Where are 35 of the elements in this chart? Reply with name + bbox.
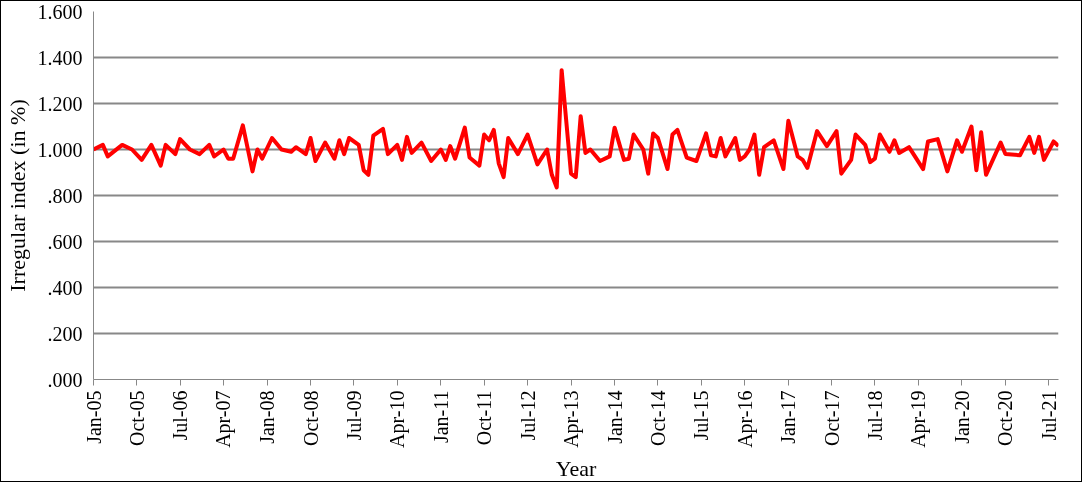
line-series [93, 68, 1059, 190]
x-tick-label: Jan-14 [603, 390, 626, 444]
y-tick-label: 1.600 [37, 0, 83, 23]
y-tick-label: .200 [47, 322, 83, 345]
x-tick-label: Jul-09 [342, 390, 365, 441]
y-tick-label: .000 [47, 368, 83, 391]
y-tick-label: .600 [47, 230, 83, 253]
x-tick-label: Jan-08 [256, 390, 279, 444]
x-tick-label: Oct-11 [473, 390, 496, 446]
y-tick-label: 1.000 [37, 138, 83, 161]
y-tick-label: 1.400 [37, 46, 83, 69]
x-tick-label: Oct-08 [299, 390, 322, 447]
x-tick-label: Jan-11 [429, 390, 452, 444]
x-tick-label: Jul-21 [1037, 390, 1060, 441]
x-tick-label: Apr-13 [560, 390, 584, 448]
y-tick-label: 1.200 [37, 92, 83, 115]
x-tick-label: Apr-16 [733, 390, 757, 448]
x-tick-label: Jul-18 [863, 390, 886, 441]
y-tick-label: .800 [47, 184, 83, 207]
x-tick-label: Jul-06 [169, 390, 192, 441]
x-axis-title: Year [555, 455, 597, 481]
x-tick-label: Jul-12 [516, 390, 539, 441]
x-tick-label: Apr-19 [907, 390, 931, 448]
x-tick-label: Jul-15 [690, 390, 713, 441]
x-tick-label: Jan-17 [777, 390, 800, 444]
x-tick-label: Oct-14 [646, 390, 669, 447]
x-tick-label: Jan-20 [950, 390, 973, 444]
x-tick-label: Jan-05 [82, 390, 105, 444]
y-tick-label: .400 [47, 276, 83, 299]
x-tick-label: Oct-20 [994, 390, 1017, 447]
x-tick-label: Apr-07 [212, 390, 236, 448]
x-tick-label: Oct-05 [125, 390, 148, 447]
x-tick-label: Apr-10 [386, 390, 410, 448]
x-tick-label: Oct-17 [820, 390, 843, 447]
y-axis-title: Irregular index (in %) [4, 99, 30, 292]
